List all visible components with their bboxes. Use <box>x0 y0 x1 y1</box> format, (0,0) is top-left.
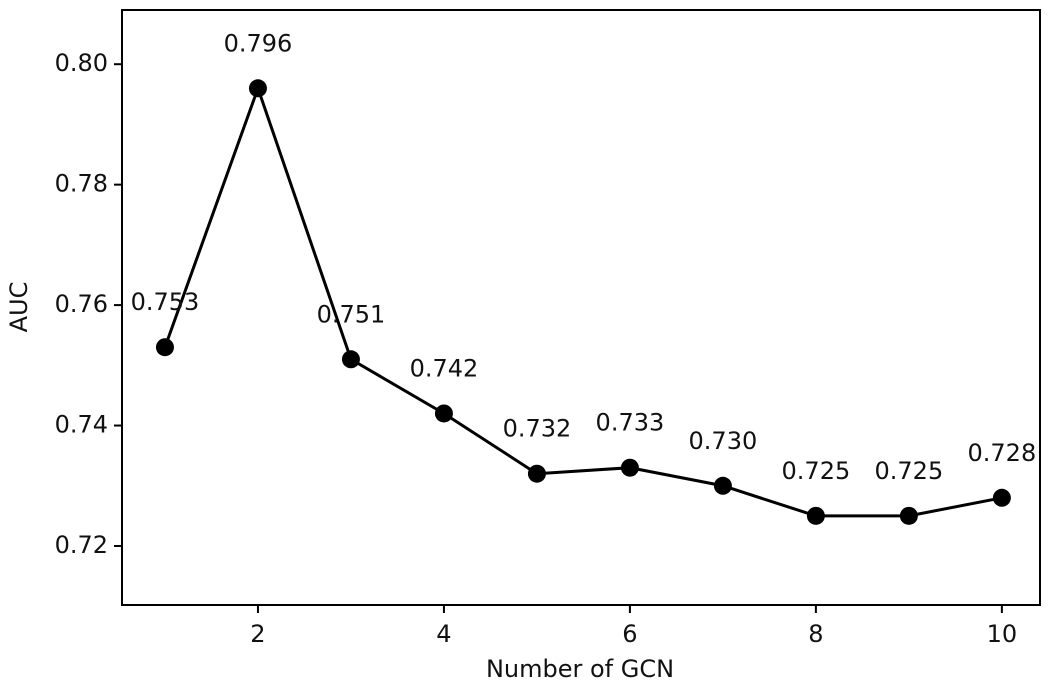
x-tick-label: 6 <box>622 620 637 648</box>
line <box>163 83 1003 518</box>
x-tick-label: 4 <box>436 620 451 648</box>
y-axis-label: AUC <box>5 282 33 333</box>
data-label: 0.728 <box>968 439 1037 467</box>
x-tick-label: 2 <box>250 620 265 648</box>
point <box>527 464 546 483</box>
data-label: 0.725 <box>875 457 944 485</box>
data-label: 0.753 <box>131 288 200 316</box>
data-label: 0.725 <box>782 457 851 485</box>
point <box>155 338 174 357</box>
y-tick-label: 0.76 <box>55 290 108 318</box>
data-label: 0.733 <box>596 409 665 437</box>
point <box>341 350 360 369</box>
point <box>434 404 453 423</box>
plot-frame <box>121 9 1041 606</box>
data-label: 0.730 <box>689 427 758 455</box>
data-label: 0.742 <box>410 354 479 382</box>
data-label: 0.796 <box>224 29 293 57</box>
x-axis-label: Number of GCN <box>486 655 674 683</box>
point <box>713 476 732 495</box>
x-tick-label: 10 <box>987 620 1018 648</box>
y-tick-label: 0.74 <box>55 411 108 439</box>
y-tick-label: 0.78 <box>55 170 108 198</box>
point <box>992 488 1011 507</box>
y-tick-label: 0.80 <box>55 49 108 77</box>
point <box>899 506 918 525</box>
data-label: 0.732 <box>503 415 572 443</box>
point <box>620 458 639 477</box>
x-tick-label: 8 <box>808 620 823 648</box>
y-tick-label: 0.72 <box>55 531 108 559</box>
point <box>806 506 825 525</box>
data-label: 0.751 <box>317 300 386 328</box>
point <box>248 79 267 98</box>
